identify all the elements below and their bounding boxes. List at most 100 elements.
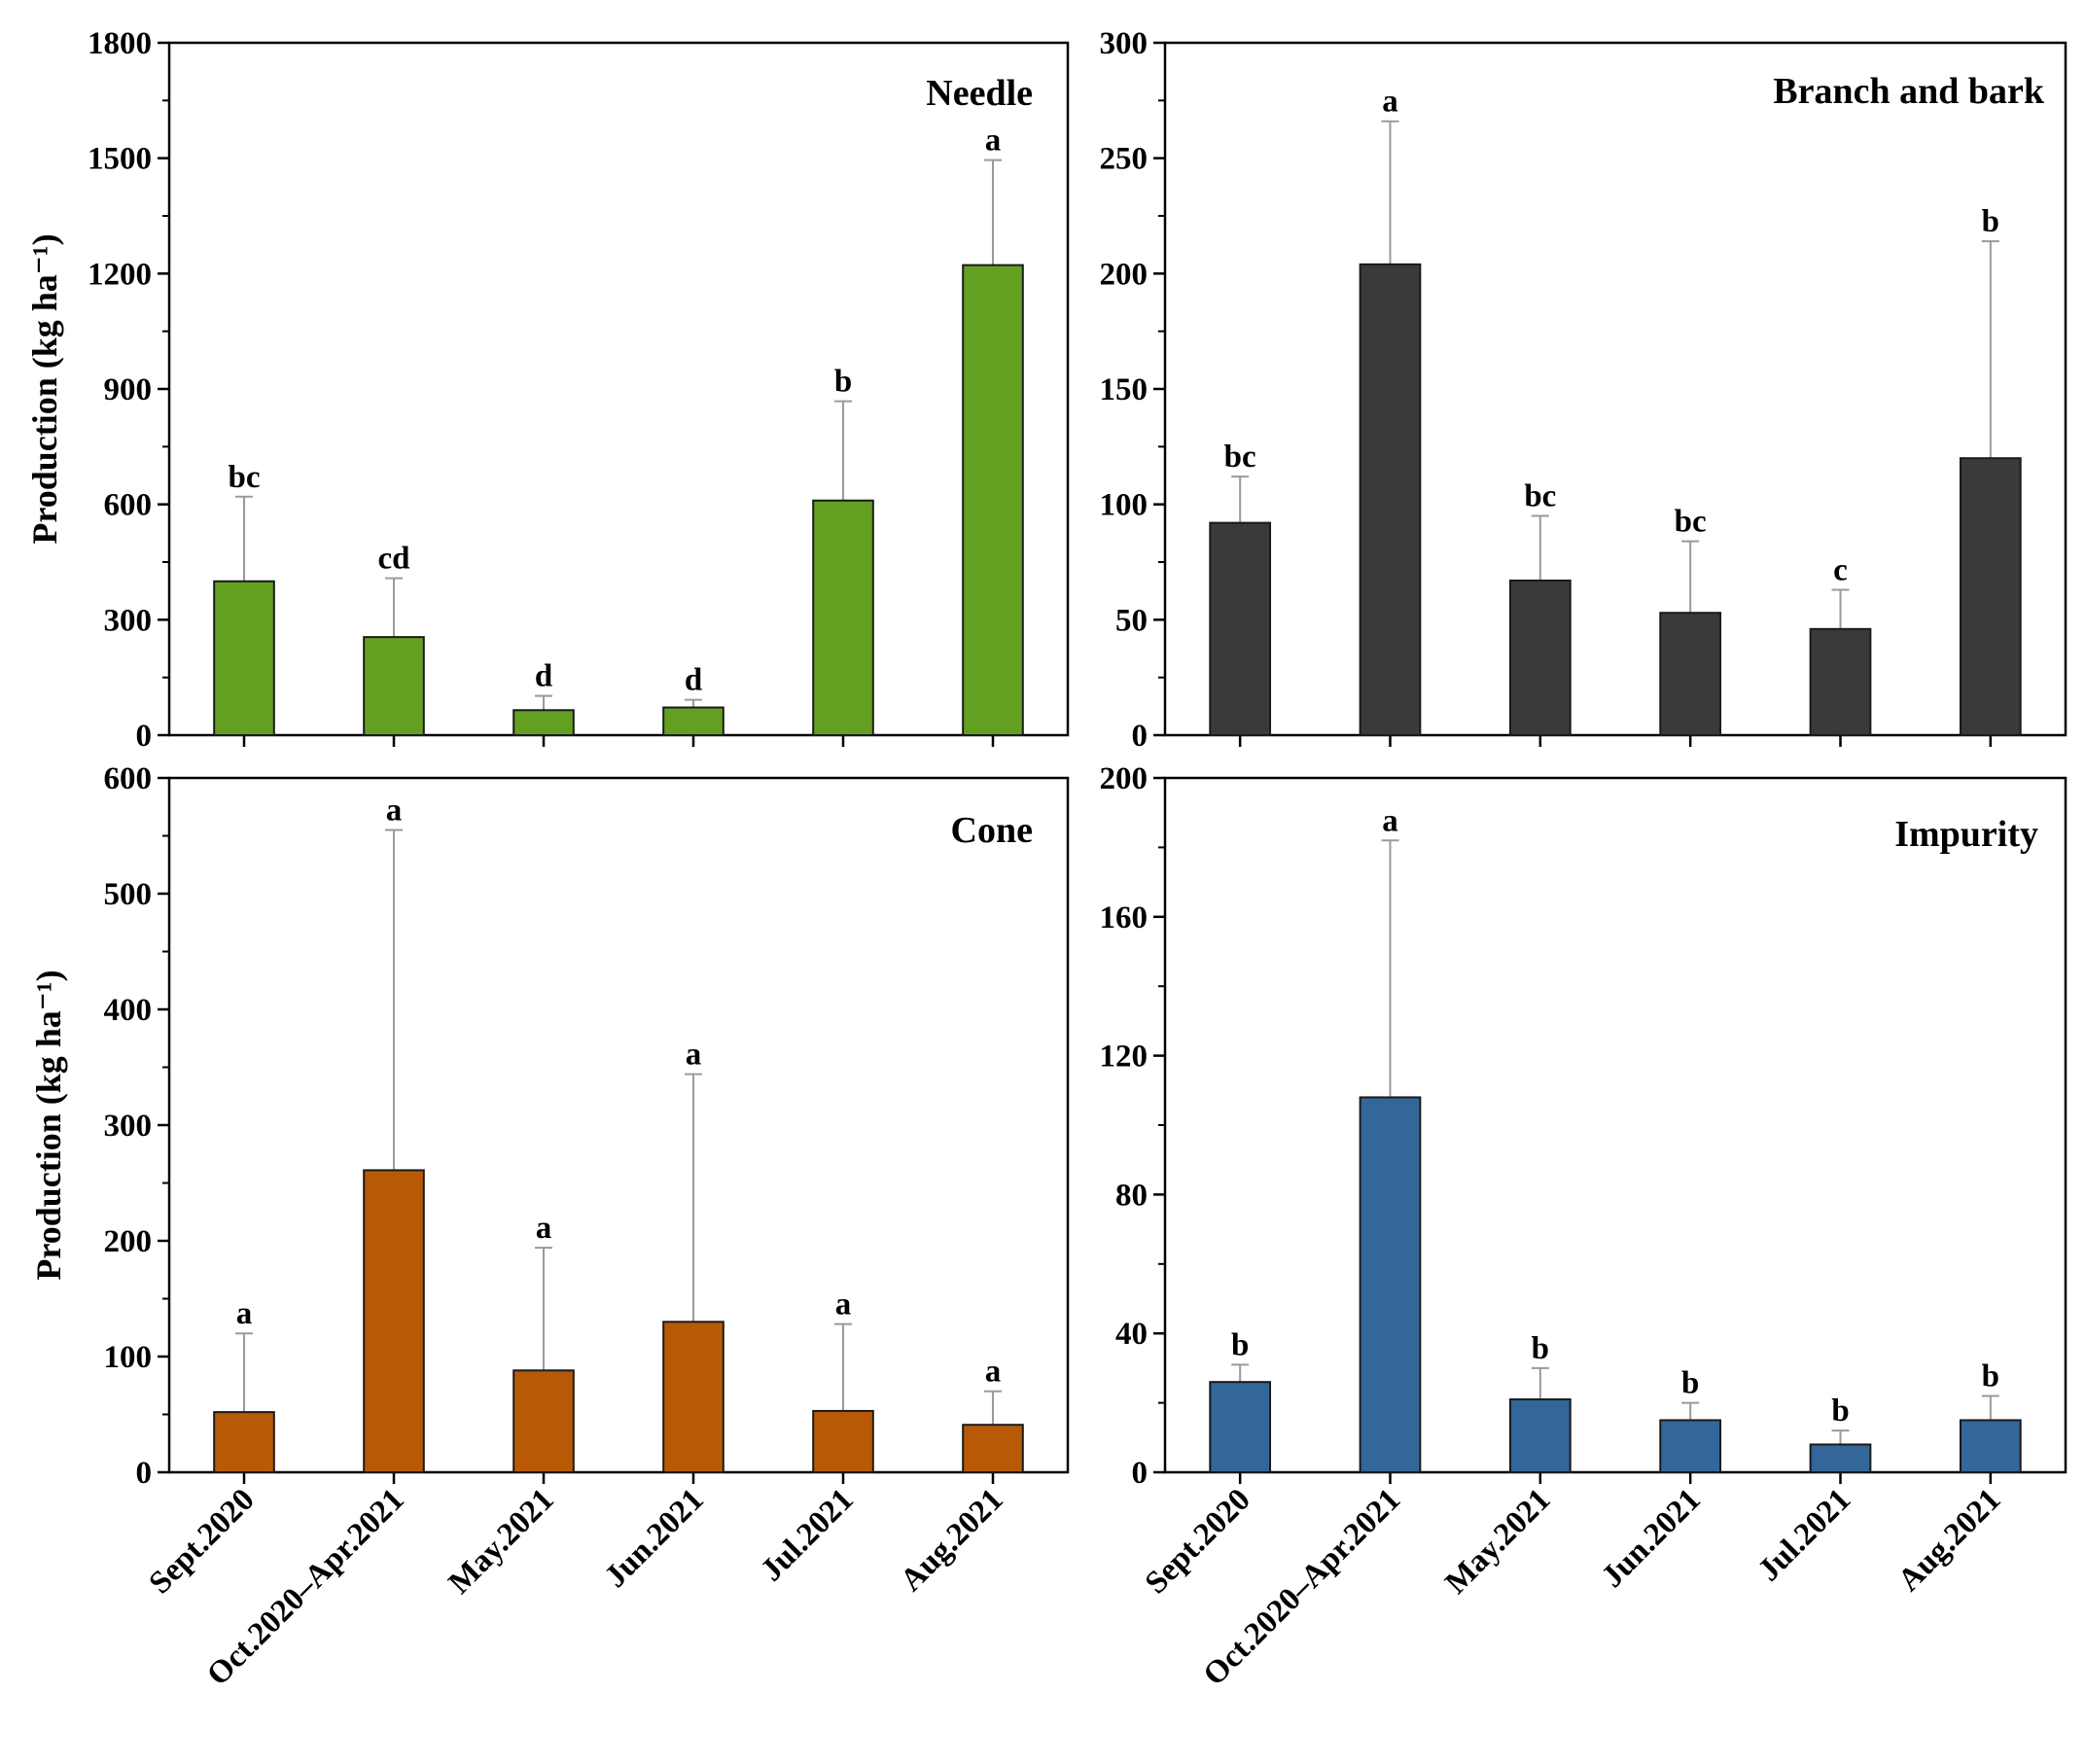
significance-label: bc xyxy=(1224,440,1256,475)
y-tick-label: 500 xyxy=(104,877,153,912)
panel-title: Cone xyxy=(951,810,1033,851)
x-tick-label: Aug.2021 xyxy=(1891,1482,2007,1598)
bar xyxy=(1959,457,2022,736)
significance-label: cd xyxy=(378,542,410,577)
bar xyxy=(812,1409,874,1474)
significance-label: a xyxy=(386,794,403,829)
bar xyxy=(1508,1398,1572,1474)
y-tick-label: 600 xyxy=(104,761,153,796)
y-tick-label: 50 xyxy=(1115,603,1148,638)
y-axis-label: Production (kg ha⁻¹) xyxy=(29,970,68,1280)
bar xyxy=(812,499,874,737)
bar xyxy=(1209,1381,1272,1474)
x-tick-label: Jul.2021 xyxy=(1751,1482,1857,1588)
bar xyxy=(1659,1419,1722,1473)
significance-label: bc xyxy=(229,460,261,495)
chart-panel-cone: 0 100 200 300 400 500 600 a a a a a a Cone Production … xyxy=(29,761,1070,1693)
significance-label: b xyxy=(1532,1331,1549,1366)
bar xyxy=(962,1424,1024,1473)
bar xyxy=(363,1169,425,1474)
bar xyxy=(512,709,575,736)
plot-frame xyxy=(1163,776,2067,1474)
significance-label: a xyxy=(985,123,1002,159)
y-tick-label: 200 xyxy=(1100,761,1149,796)
significance-label: a xyxy=(536,1211,552,1246)
y-tick-label: 600 xyxy=(104,488,153,523)
x-tick-label: May.2021 xyxy=(442,1482,561,1601)
y-tick-label: 0 xyxy=(1132,1456,1149,1491)
y-tick-label: 200 xyxy=(104,1224,153,1259)
bar xyxy=(213,1411,275,1473)
bar xyxy=(1209,521,1272,736)
bar xyxy=(1809,1443,1872,1473)
y-tick-label: 0 xyxy=(136,1456,153,1491)
significance-label: b xyxy=(1982,1358,1999,1394)
y-tick-label: 300 xyxy=(104,1109,153,1144)
bar xyxy=(662,706,724,737)
bar xyxy=(1659,612,1722,736)
chart-panel-needle: 0 300 600 900 1200 1500 1800 bc cd d d b a Needle Prod… xyxy=(25,26,1070,754)
panel-title: Impurity xyxy=(1894,814,2038,855)
significance-label: d xyxy=(535,659,552,694)
chart-panel-impurity: 04080120160200babbbbImpuritySept.2020Oct… xyxy=(1100,761,2067,1693)
plot-frame xyxy=(167,776,1070,1474)
plot-frame xyxy=(167,41,1070,737)
y-tick-label: 120 xyxy=(1100,1040,1149,1075)
significance-label: a xyxy=(985,1355,1002,1390)
bar xyxy=(1809,627,1872,736)
bar xyxy=(213,580,275,736)
y-tick-label: 1800 xyxy=(88,26,152,61)
y-tick-label: 0 xyxy=(136,719,153,754)
panel-title: Needle xyxy=(926,73,1033,114)
significance-label: a xyxy=(835,1288,852,1323)
x-tick-label: Aug.2021 xyxy=(894,1482,1009,1598)
significance-label: bc xyxy=(1675,505,1707,540)
x-tick-label: Sept.2020 xyxy=(143,1482,262,1601)
bar xyxy=(962,264,1024,736)
y-tick-label: 1200 xyxy=(88,257,152,292)
significance-label: a xyxy=(236,1296,253,1331)
y-tick-label: 80 xyxy=(1115,1178,1148,1213)
bar xyxy=(1959,1419,2022,1473)
significance-label: b xyxy=(1681,1366,1699,1401)
y-tick-label: 300 xyxy=(1100,26,1149,61)
y-tick-label: 300 xyxy=(104,603,153,638)
significance-label: c xyxy=(1833,552,1848,587)
y-tick-label: 160 xyxy=(1100,900,1149,935)
y-tick-label: 900 xyxy=(104,372,153,407)
y-tick-label: 250 xyxy=(1100,142,1149,177)
x-tick-label: Jul.2021 xyxy=(755,1482,861,1588)
y-axis-label: Production (kg ha⁻¹) xyxy=(25,233,64,544)
bar xyxy=(662,1321,724,1474)
y-tick-label: 150 xyxy=(1100,372,1149,407)
x-tick-label: May.2021 xyxy=(1438,1482,1557,1601)
plot-frame xyxy=(1163,41,2067,737)
y-tick-label: 40 xyxy=(1115,1317,1148,1352)
significance-label: a xyxy=(1382,85,1398,120)
significance-label: b xyxy=(1231,1327,1249,1362)
significance-label: b xyxy=(834,365,852,400)
y-tick-label: 100 xyxy=(1100,488,1149,523)
panel-title: Branch and bark xyxy=(1773,71,2045,112)
significance-label: b xyxy=(1982,204,1999,239)
y-tick-label: 100 xyxy=(104,1340,153,1375)
significance-label: a xyxy=(1382,803,1398,838)
y-tick-label: 200 xyxy=(1100,257,1149,292)
bar xyxy=(512,1369,575,1474)
x-tick-label: Jun.2021 xyxy=(598,1482,711,1595)
significance-label: a xyxy=(686,1038,702,1073)
significance-label: bc xyxy=(1524,479,1556,514)
chart-panel-branch-and-bark: 0 50 100 150 200 250 300 bc a bc bc c b Branch and ba… xyxy=(1100,26,2067,754)
x-tick-label: Sept.2020 xyxy=(1139,1482,1257,1601)
significance-label: b xyxy=(1831,1394,1849,1429)
y-tick-label: 1500 xyxy=(88,142,152,177)
y-tick-label: 0 xyxy=(1132,719,1149,754)
y-tick-label: 400 xyxy=(104,993,153,1028)
bar xyxy=(1508,579,1572,737)
bar xyxy=(1359,1096,1422,1473)
x-tick-label: Jun.2021 xyxy=(1595,1482,1708,1595)
bar xyxy=(1359,263,1422,736)
bar xyxy=(363,636,425,737)
significance-label: d xyxy=(685,663,702,698)
